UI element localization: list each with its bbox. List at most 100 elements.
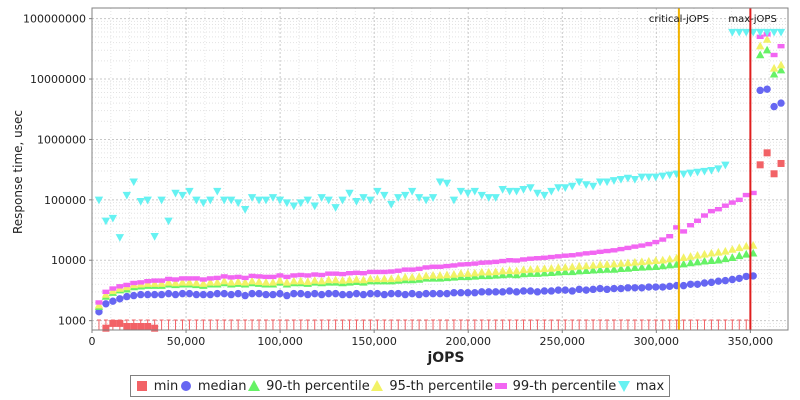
critical-jops-label: critical-jOPS: [649, 14, 709, 25]
90-th-percentile-point: [721, 254, 730, 263]
99-th-percentile-point: [206, 276, 214, 281]
95-th-percentile-point: [595, 260, 605, 269]
median-point: [262, 290, 270, 299]
95-th-percentile-point: [240, 277, 250, 286]
95-th-percentile-point: [735, 243, 744, 252]
max-point: [157, 196, 166, 205]
max-point: [630, 175, 640, 184]
95-th-percentile-point: [303, 277, 312, 285]
99-th-percentile-point: [172, 277, 180, 282]
95-th-percentile-point: [268, 277, 278, 286]
median-point: [471, 289, 479, 297]
95-th-percentile-point: [721, 246, 730, 255]
median-point: [533, 288, 542, 296]
95-th-percentile-point: [359, 275, 368, 284]
max-point: [310, 202, 319, 211]
95-th-percentile-point: [533, 264, 542, 273]
95-th-percentile-point: [693, 250, 702, 259]
max-point: [407, 187, 417, 196]
median-point: [547, 287, 556, 295]
median-point: [102, 300, 110, 308]
95-th-percentile-point: [261, 277, 271, 286]
y-axis-label: Response time, usec: [11, 110, 25, 234]
max-point: [686, 169, 695, 178]
max-point: [449, 196, 459, 205]
max-point: [762, 28, 772, 37]
median-point: [352, 289, 361, 298]
95-th-percentile-point: [728, 245, 737, 253]
90-th-percentile-point: [581, 266, 591, 274]
median-point: [659, 283, 667, 291]
median-point: [137, 290, 145, 299]
99-th-percentile-point: [638, 243, 646, 248]
min-point: [756, 161, 764, 169]
95-th-percentile-point: [331, 275, 340, 284]
median-point: [561, 286, 569, 294]
95-th-percentile-point: [164, 277, 173, 286]
99-th-percentile-point: [589, 250, 597, 255]
max-point: [164, 217, 173, 226]
99-th-percentile-point: [666, 234, 674, 239]
95-th-percentile-point: [463, 269, 473, 277]
95-th-percentile-point: [310, 276, 319, 284]
99-th-percentile-point: [596, 249, 604, 254]
95-th-percentile-point: [324, 275, 333, 284]
median-point: [464, 289, 472, 297]
95-th-percentile-point: [505, 266, 514, 274]
99-th-percentile-point: [415, 266, 423, 272]
x-tick-label: 250,000: [540, 335, 586, 348]
95-th-percentile-point: [296, 276, 305, 285]
max-point: [247, 194, 257, 202]
max-point: [456, 187, 466, 196]
x-axis-label: jOPS: [426, 350, 464, 366]
99-th-percentile-point: [332, 271, 340, 276]
max-point: [261, 196, 271, 205]
99-th-percentile-point: [158, 278, 166, 283]
95-th-percentile-point: [547, 263, 556, 272]
90-th-percentile-point: [540, 268, 549, 277]
median-point: [178, 289, 187, 298]
95-th-percentile-point: [338, 276, 347, 284]
99-th-percentile-point: [297, 272, 305, 278]
min-point: [777, 159, 785, 167]
95-th-percentile-point: [407, 272, 417, 281]
99-th-percentile-point: [540, 255, 548, 260]
99-th-percentile-point: [471, 261, 479, 266]
99-th-percentile-point: [387, 269, 395, 274]
99-th-percentile-point: [290, 273, 298, 278]
95-th-percentile-point: [247, 276, 257, 285]
95-th-percentile-point: [755, 41, 765, 50]
99-th-percentile-point: [227, 275, 235, 280]
99-th-percentile-point: [547, 254, 555, 260]
max-point: [380, 191, 389, 200]
95-th-percentile-point: [192, 278, 201, 287]
95-th-percentile-point: [199, 279, 208, 287]
plot-border: [91, 7, 789, 331]
95-th-percentile-point: [435, 270, 445, 279]
max-point: [477, 191, 486, 200]
max-jops-label: max-jOPS: [728, 14, 776, 25]
99-th-percentile-point: [756, 34, 764, 40]
max-point: [616, 175, 626, 184]
median-point: [150, 290, 159, 299]
95-th-percentile-point: [206, 277, 215, 286]
99-th-percentile-point: [728, 200, 736, 205]
95-th-percentile-point: [575, 261, 584, 270]
99-th-percentile-point: [325, 271, 333, 276]
max-point: [101, 217, 111, 226]
95-th-percentile-point: [317, 276, 326, 285]
95-th-percentile-point: [512, 266, 521, 275]
x-tick-label: 200,000: [445, 335, 491, 348]
95-th-percentile-point: [714, 247, 723, 256]
90-th-percentile-point: [533, 269, 542, 277]
x-tick-label: 50,000: [167, 335, 206, 348]
99-th-percentile-point: [568, 253, 576, 258]
max-point: [199, 199, 208, 208]
max-point: [373, 187, 382, 196]
median-point: [582, 286, 590, 294]
99-th-percentile-point: [533, 256, 541, 261]
95-th-percentile-point: [658, 255, 667, 264]
99-th-percentile-point: [380, 269, 388, 275]
max-point: [366, 196, 375, 205]
legend-item-max: max: [617, 379, 664, 394]
